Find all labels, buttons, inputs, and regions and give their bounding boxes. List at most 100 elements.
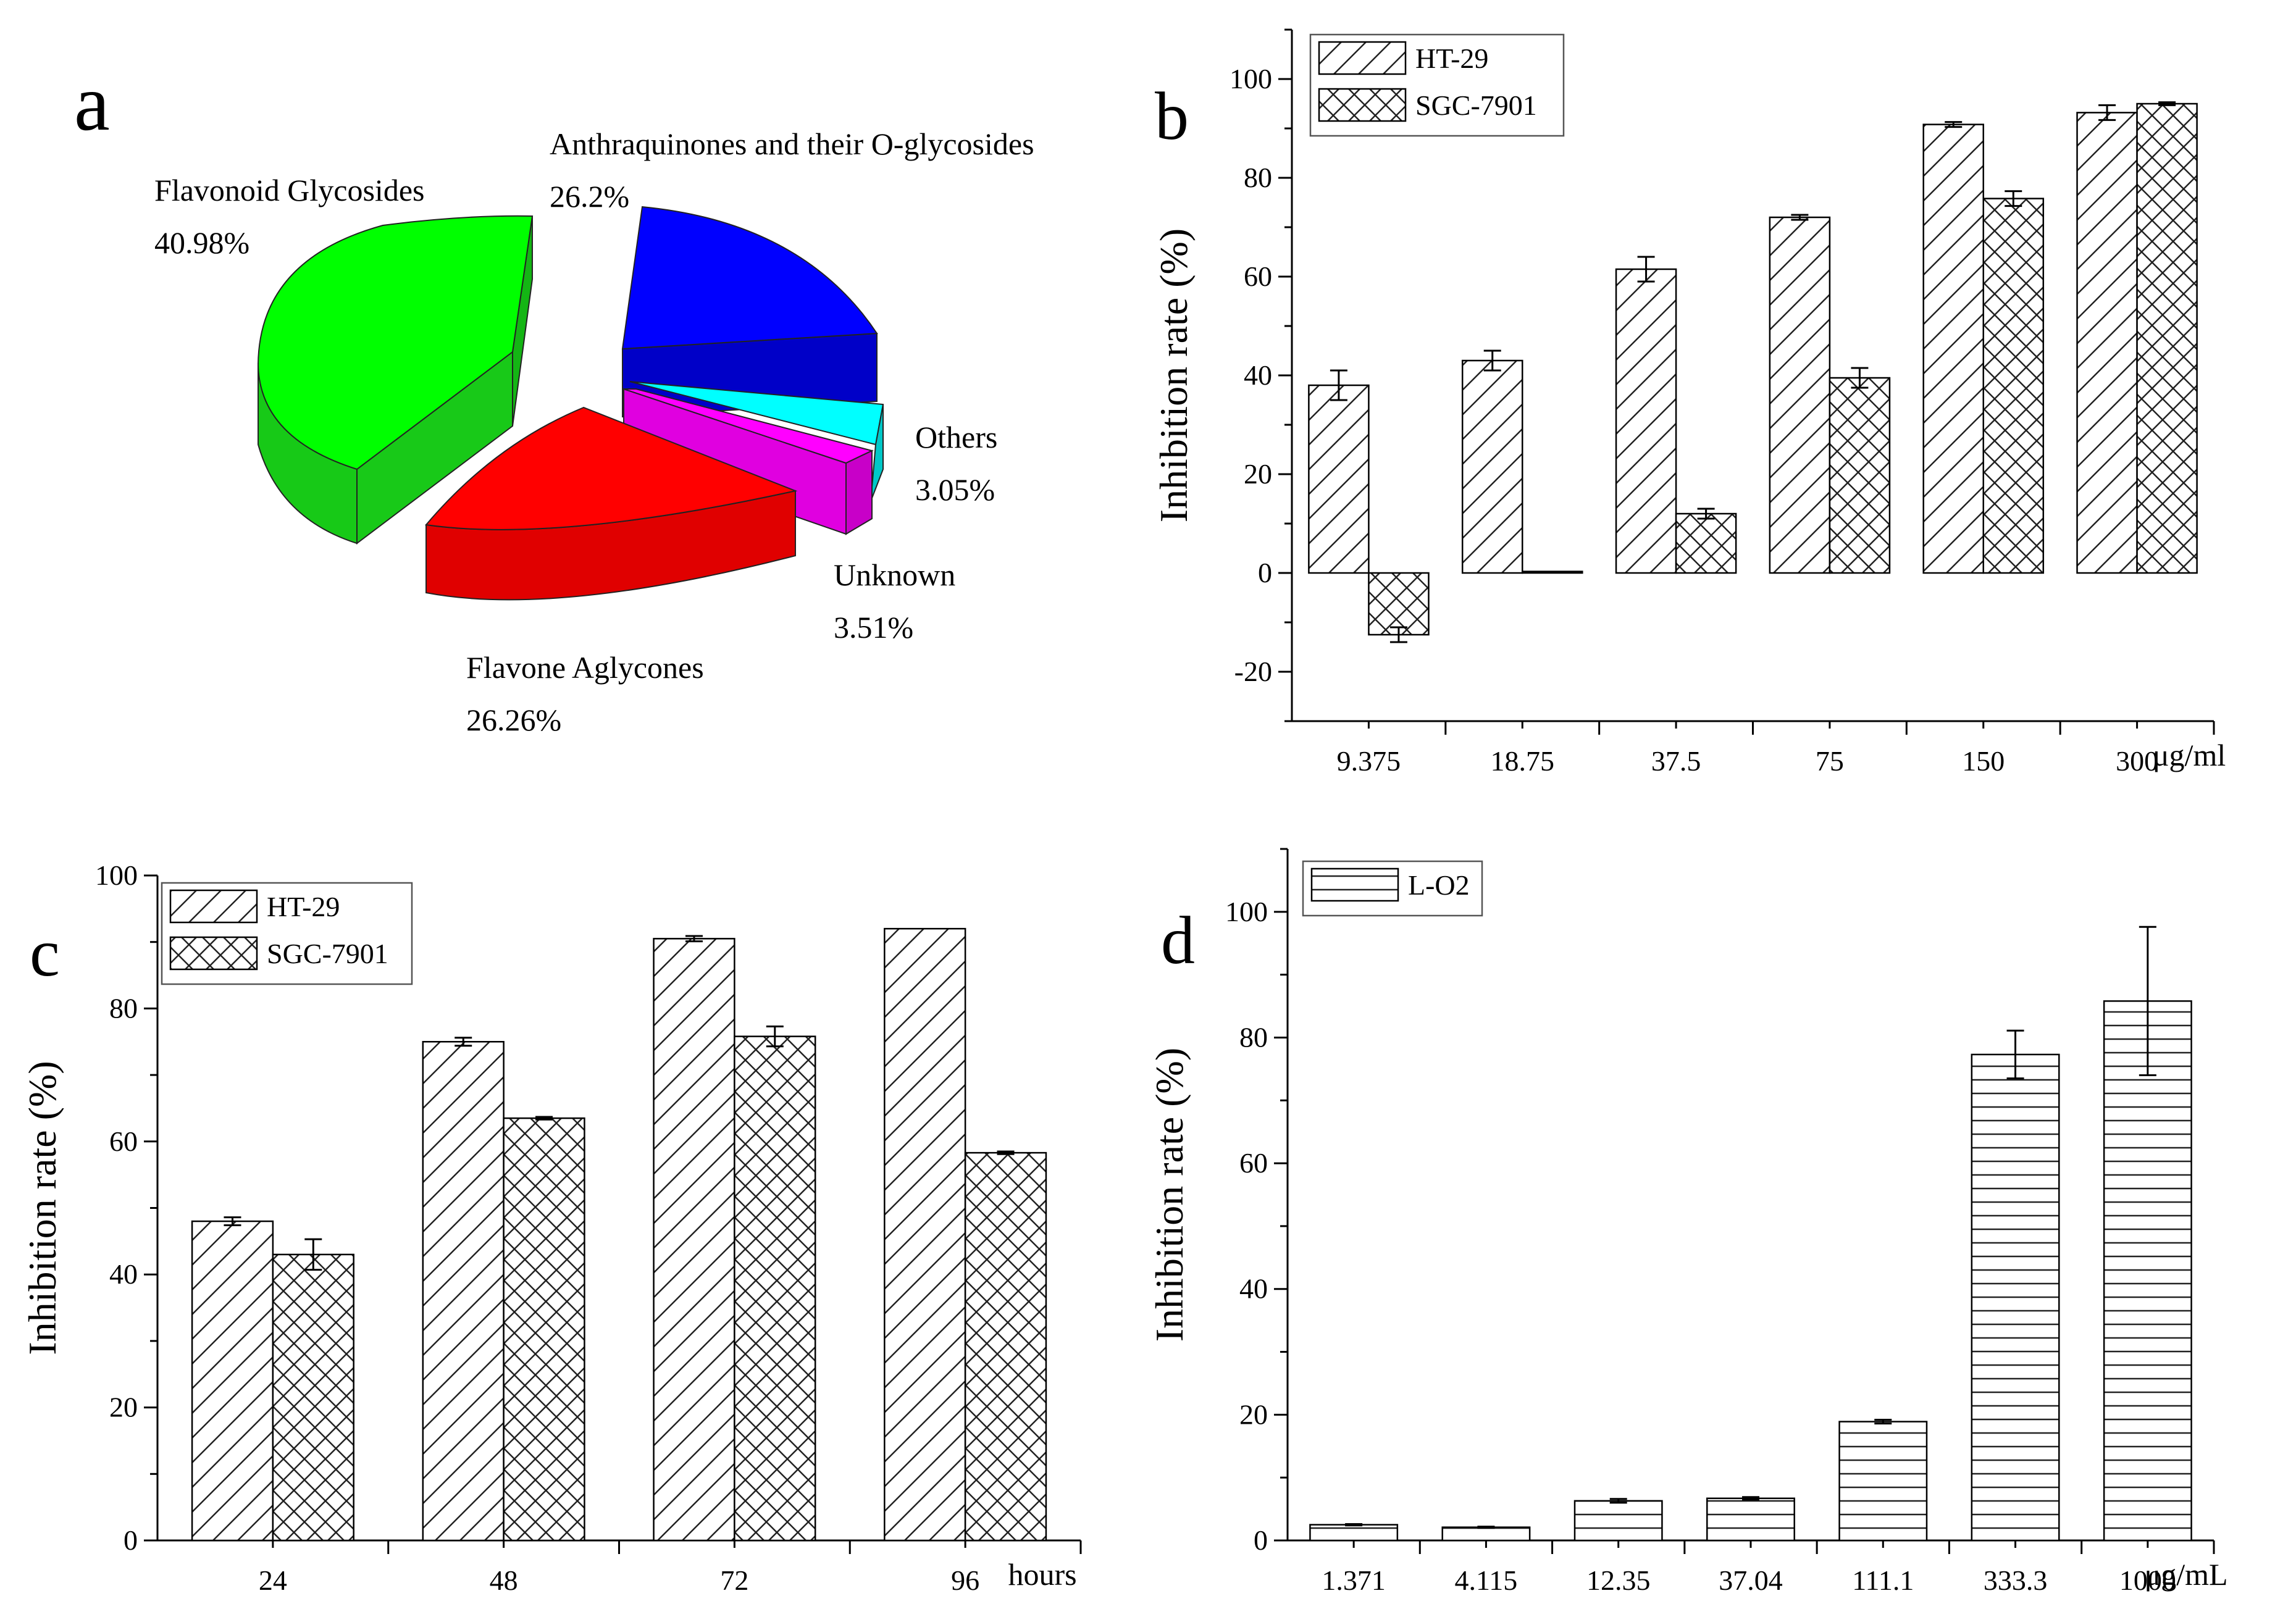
x-tick-label: 333.3 [1984,1565,2048,1596]
x-tick-label: 75 [1816,745,1844,777]
y-tick-label: 40 [1244,359,1272,391]
bar [1573,1500,1663,1542]
x-tick-label: 111.1 [1852,1565,1914,1596]
pie-value-others: 3.05% [915,472,995,507]
bar [1769,216,1831,574]
y-tick-label: 40 [109,1258,138,1290]
pie-value-anthraquinones: 26.2% [550,179,629,214]
y-tick-label: 80 [109,992,138,1024]
bar [1971,1053,2060,1542]
bar [1675,512,1737,574]
pie-slice-anthraquinones [621,206,878,418]
x-tick-label: 37.04 [1719,1565,1783,1596]
panel-letter-c: c [30,915,60,990]
pie-label-flavonoid-glycosides: Flavonoid Glycosides [154,173,424,207]
legend-label: HT-29 [267,891,340,922]
bar [964,1151,1047,1542]
legend-swatch [1318,41,1407,75]
panel-d-bar-chart: 0 20 40 60 80 100 Inhibition rate (%) 1.371 4.11… [1147,848,2228,1596]
bar [1461,359,1523,574]
bar [2103,1000,2192,1542]
x-tick-label: 9.375 [1337,745,1401,777]
pie-label-flavone-aglycones: Flavone Aglycones [466,650,704,685]
bar [2076,112,2138,574]
bar [1922,123,1985,574]
x-tick-label: 4.115 [1455,1565,1518,1596]
bar [1829,377,1891,574]
pie-value-flavonoid-glycosides: 40.98% [154,225,249,260]
y-tick-label: 60 [1244,261,1272,292]
legend-label: SGC-7901 [267,938,388,969]
bar [503,1117,585,1542]
bar [272,1253,354,1542]
legend-label: SGC-7901 [1415,90,1537,121]
pie-label-anthraquinones: Anthraquinones and their O-glycosides [550,127,1034,161]
panel-letter-a: a [74,59,110,148]
y-tick-label: 80 [1239,1021,1268,1053]
y-tick-label: 100 [1225,896,1268,927]
y-tick-label: 80 [1244,162,1272,193]
pie-label-unknown: Unknown [834,558,955,592]
panel-a-pie-chart: a Flavonoid Glycosides 4 [74,59,1034,737]
bar [2136,102,2198,574]
panel-b-bar-chart: -20 0 20 40 60 80 100 Inhibition rate (%) 9.375 1… [1152,28,2226,777]
bar [1309,1524,1399,1542]
legend-label: HT-29 [1415,43,1488,74]
y-tick-label: 40 [1239,1273,1268,1305]
pie-label-others: Others [915,420,997,454]
x-tick-label: 1.371 [1322,1565,1386,1596]
y-tick-label: 60 [109,1126,138,1157]
x-unit-label: hours [1008,1557,1076,1592]
legend-swatch [169,889,258,924]
bar [1368,572,1430,636]
pie-slice-flavone-aglycones [425,406,798,601]
y-tick-label: 20 [109,1392,138,1423]
x-tick-label: 24 [259,1565,287,1596]
x-tick-label: 300 [2116,745,2158,777]
legend-label: L-O2 [1408,869,1470,901]
x-tick-label: 72 [720,1565,748,1596]
bar [1982,198,2045,574]
y-tick-label: 0 [124,1524,138,1556]
y-tick-label: 20 [1244,458,1272,490]
y-axis-title: Inhibition rate (%) [1147,1048,1191,1342]
panel-letter-b: b [1155,78,1189,154]
x-tick-label: 48 [490,1565,518,1596]
x-tick-label: 96 [951,1565,979,1596]
y-tick-label: 100 [95,859,138,891]
y-tick-label: 60 [1239,1147,1268,1179]
y-tick-label: 100 [1230,63,1272,94]
x-unit-label: μg/mL [2144,1557,2227,1592]
bar [422,1041,505,1542]
y-tick-label: 0 [1254,1524,1268,1556]
legend-swatch [1310,867,1399,902]
x-tick-label: 12.35 [1586,1565,1651,1596]
bar [1308,384,1370,574]
bar [1441,1526,1531,1542]
y-tick-label: 0 [1258,557,1272,588]
pie-value-unknown: 3.51% [834,610,913,645]
bar [734,1035,816,1542]
x-tick-label: 1000 [2119,1565,2176,1596]
y-tick-label: 20 [1239,1398,1268,1430]
bar [1615,268,1677,574]
panel-c-bar-chart: 0 20 40 60 80 100 Inhibition rate (%) 24 48 72 96 h… [20,859,1082,1596]
y-axis-title: Inhibition rate (%) [20,1061,64,1355]
panel-letter-d: d [1161,903,1195,978]
pie-value-flavone-aglycones: 26.26% [466,703,561,737]
bar [1706,1497,1795,1542]
bar [191,1220,274,1542]
y-axis-title: Inhibition rate (%) [1152,228,1196,522]
bar [1522,570,1583,574]
bar [1838,1421,1928,1542]
y-tick-label: -20 [1234,656,1272,687]
x-tick-label: 150 [1962,745,2005,777]
bar [653,938,735,1542]
legend-swatch [1318,88,1407,122]
x-tick-label: 37.5 [1651,745,1701,777]
legend-swatch [169,936,258,971]
x-tick-label: 18.75 [1491,745,1555,777]
bar [884,927,966,1542]
pie-slice-flavonoid-glycosides [257,215,534,545]
